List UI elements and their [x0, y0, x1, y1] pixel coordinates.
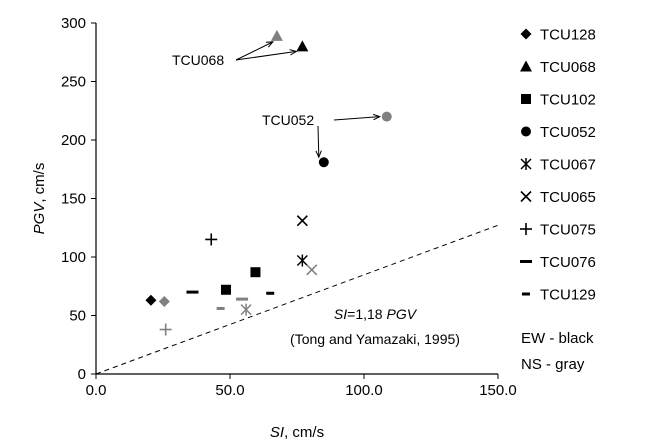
legend-label-tcu067: TCU067 [540, 157, 596, 174]
point-tcu102-ew [250, 267, 261, 278]
point-tcu068-ew [296, 40, 309, 52]
legend-marker-tcu128 [520, 28, 532, 40]
legend-label-tcu052: TCU052 [540, 124, 596, 141]
legend-marker-tcu102 [521, 94, 531, 104]
point-tcu068-ns [270, 29, 283, 41]
y-tick-label: 100 [61, 249, 86, 266]
legend-label-tcu102: TCU102 [540, 92, 596, 109]
point-tcu067-ns [240, 303, 252, 316]
legend-marker-tcu065 [520, 190, 532, 203]
x-axis-title: SI, cm/s [270, 424, 324, 441]
point-tcu052-ew [318, 157, 329, 168]
legend-marker-tcu067 [520, 158, 532, 170]
arrow-tcu068-ew [235, 49, 298, 61]
legend-marker-tcu052 [521, 126, 531, 137]
point-tcu102-ew [220, 284, 231, 295]
arrow-tcu052-ew [315, 125, 322, 159]
legend-marker-tcu068 [520, 60, 532, 72]
plot-area: SI=1,18 PGV (Tong and Yamazaki, 1995) TCU0… [95, 29, 499, 375]
x-tick-label: 100.0 [345, 382, 383, 399]
x-tick-label: 150.0 [479, 382, 517, 399]
legend-label-tcu129: TCU129 [540, 287, 596, 304]
annotation-tcu068: TCU068 [172, 52, 224, 68]
reference-citation: (Tong and Yamazaki, 1995) [290, 331, 460, 347]
reference-line [95, 224, 499, 375]
x-tick-label: 50.0 [215, 382, 244, 399]
axes: 0 50 100 150 200 250 300 0.0 50.0 100.0 150.0 SI, c… [31, 15, 517, 441]
legend-label-tcu076: TCU076 [540, 254, 596, 271]
color-key-ns: NS - gray [521, 356, 585, 373]
y-tick-label: 150 [61, 191, 86, 208]
annotation-tcu052: TCU052 [262, 112, 314, 128]
color-key-ew: EW - black [521, 330, 594, 347]
point-tcu065-ew [296, 215, 308, 227]
legend-label-tcu065: TCU065 [540, 189, 596, 206]
legend: TCU128 TCU068 TCU102 TCU052 TCU067 TCU065 TCU0… [520, 27, 596, 373]
point-tcu065-ns [306, 264, 318, 276]
point-tcu128-ew [145, 294, 157, 306]
x-tick-label: 0.0 [86, 382, 107, 399]
y-tick-label: 300 [61, 15, 86, 32]
reference-line-label: SI=1,18 PGV [334, 306, 418, 322]
y-tick-label: 250 [61, 74, 86, 91]
legend-marker-tcu075 [520, 223, 532, 235]
y-tick-label: 0 [78, 366, 86, 383]
point-tcu052-ns [381, 111, 392, 122]
legend-label-tcu075: TCU075 [540, 222, 596, 239]
legend-label-tcu128: TCU128 [540, 27, 596, 44]
legend-label-tcu068: TCU068 [540, 59, 596, 76]
y-tick-label: 50 [69, 308, 86, 325]
arrow-tcu068-ns [235, 41, 275, 61]
point-tcu128-ns [158, 295, 170, 307]
point-tcu075-ns [159, 323, 172, 336]
y-axis-title: PGV, cm/s [31, 163, 48, 235]
point-tcu075-ew [205, 233, 218, 246]
point-tcu067-ew [296, 254, 308, 267]
y-tick-label: 200 [61, 132, 86, 149]
arrow-tcu052-ns [333, 113, 382, 121]
